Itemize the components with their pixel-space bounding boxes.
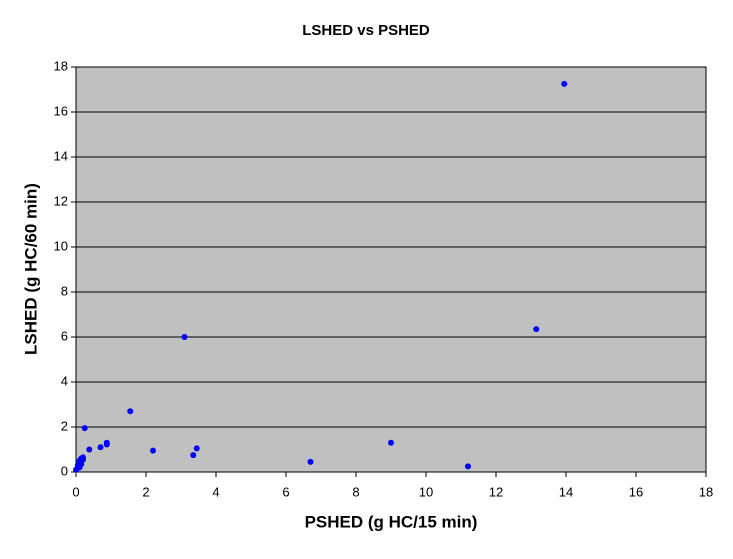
point (81, 425, 88, 432)
point (193, 445, 200, 452)
y-tick-label: 4 (61, 373, 68, 388)
point (103, 441, 110, 448)
y-tick-label: 10 (54, 238, 68, 253)
x-tick-label: 2 (142, 484, 149, 499)
y-tick-label: 8 (61, 283, 68, 298)
x-tick-label: 12 (489, 484, 503, 499)
x-tick-label: 6 (282, 484, 289, 499)
point (533, 326, 540, 333)
point (465, 463, 471, 470)
point (181, 334, 188, 340)
y-tick-label: 18 (54, 58, 68, 73)
x-tick-label: 18 (699, 484, 713, 499)
y-tick-label: 0 (61, 463, 68, 478)
y-tick-label: 6 (61, 328, 68, 343)
y-axis-title: LSHED (g HC/60 min) (21, 183, 40, 355)
y-tick-label: 2 (61, 418, 68, 433)
x-tick-label: 0 (72, 484, 79, 499)
point (86, 446, 93, 453)
point (97, 444, 104, 451)
point (190, 452, 197, 459)
x-tick-label: 8 (352, 484, 359, 499)
point (127, 408, 134, 415)
x-tick-label: 16 (629, 484, 643, 499)
point (76, 464, 83, 471)
point (150, 447, 156, 454)
y-tick-label: 12 (54, 193, 68, 208)
x-tick-label: 10 (419, 484, 433, 499)
y-tick-label: 16 (54, 103, 68, 118)
y-tick-label: 14 (54, 148, 68, 163)
point (561, 80, 568, 87)
x-axis-title: PSHED (g HC/15 min) (305, 512, 478, 531)
point (388, 439, 394, 446)
chart-title: LSHED vs PSHED (302, 22, 430, 39)
point (307, 458, 314, 465)
point (80, 454, 86, 461)
plot-area (75, 66, 707, 473)
x-tick-label: 14 (559, 484, 573, 499)
x-tick-label: 4 (212, 484, 219, 499)
